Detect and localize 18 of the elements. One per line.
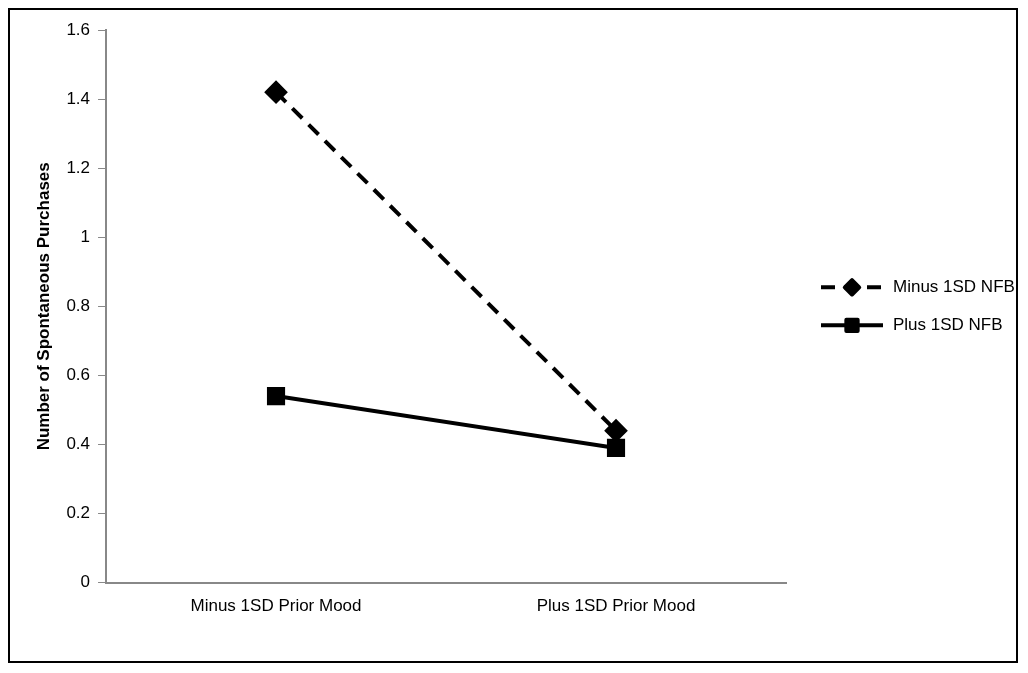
y-tick-label: 0.2 bbox=[66, 503, 91, 523]
point bbox=[606, 438, 626, 457]
y-axis-title: Number of Spontaneous Purchases bbox=[33, 162, 53, 451]
point bbox=[265, 81, 288, 104]
y-tick-label: 1.4 bbox=[66, 88, 91, 108]
y-tick-label: 0.6 bbox=[66, 365, 91, 385]
y-tick-label: 1.6 bbox=[66, 19, 91, 39]
point bbox=[266, 387, 286, 406]
point bbox=[605, 419, 628, 442]
y-tick-label: 0.4 bbox=[66, 434, 91, 454]
legend-label: Minus 1SD NFB bbox=[893, 276, 1015, 296]
y-tick-label: 0.8 bbox=[66, 295, 91, 315]
y-tick-label: 1.2 bbox=[66, 157, 91, 177]
y-tick-label: 0 bbox=[80, 572, 91, 592]
x-tick-label: Minus 1SD Prior Mood bbox=[190, 596, 362, 616]
x-tick-label: Plus 1SD Prior Mood bbox=[536, 596, 696, 616]
legend-label: Plus 1SD NFB bbox=[893, 314, 1003, 334]
y-tick-label: 1 bbox=[80, 226, 91, 246]
